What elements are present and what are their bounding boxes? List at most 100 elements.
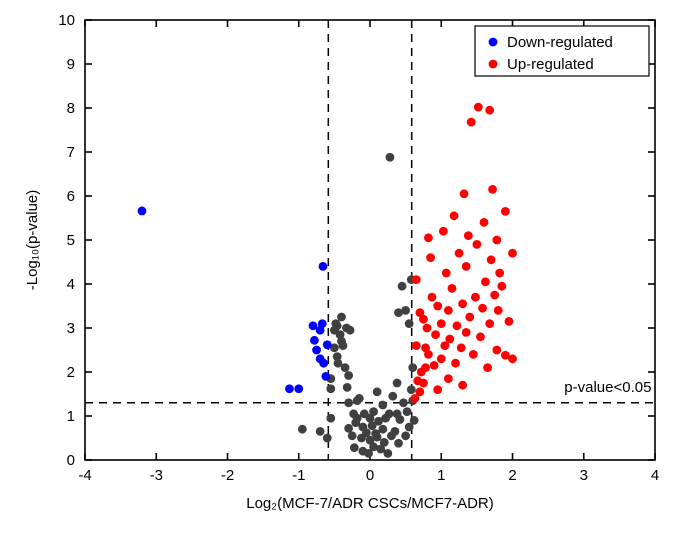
data-point: [321, 372, 330, 381]
data-point: [326, 414, 335, 423]
data-point: [337, 313, 346, 322]
data-point: [385, 409, 394, 418]
data-point: [378, 401, 387, 410]
legend-marker: [489, 38, 498, 47]
data-point: [444, 306, 453, 315]
data-point: [369, 407, 378, 416]
data-point: [393, 379, 402, 388]
data-point: [495, 269, 504, 278]
y-tick-label: 6: [67, 188, 75, 205]
data-point: [437, 354, 446, 363]
data-point: [348, 431, 357, 440]
data-point: [323, 434, 332, 443]
data-point: [464, 231, 473, 240]
data-point: [316, 427, 325, 436]
y-tick-label: 2: [67, 364, 75, 381]
data-point: [138, 207, 147, 216]
data-point: [480, 218, 489, 227]
data-point: [401, 306, 410, 315]
data-point: [492, 346, 501, 355]
data-point: [412, 275, 421, 284]
data-point: [462, 328, 471, 337]
data-point: [501, 207, 510, 216]
data-point: [310, 336, 319, 345]
data-point: [483, 363, 492, 372]
data-point: [497, 282, 506, 291]
data-point: [405, 319, 414, 328]
volcano-plot: -4-3-2-101234012345678910p-value<0.05Log…: [0, 0, 685, 533]
data-point: [294, 384, 303, 393]
y-tick-label: 4: [67, 276, 75, 293]
data-point: [319, 359, 328, 368]
data-point: [485, 106, 494, 115]
data-point: [388, 392, 397, 401]
x-tick-label: 3: [580, 467, 588, 484]
data-point: [339, 341, 348, 350]
y-axis-label: -Log₁₀(p-value): [24, 190, 41, 291]
data-point: [442, 269, 451, 278]
data-point: [410, 416, 419, 425]
chart-container: -4-3-2-101234012345678910p-value<0.05Log…: [0, 0, 685, 533]
data-point: [476, 332, 485, 341]
data-point: [485, 319, 494, 328]
data-point: [408, 363, 417, 372]
data-point: [412, 341, 421, 350]
data-point: [391, 427, 400, 436]
data-point: [423, 324, 432, 333]
data-point: [508, 354, 517, 363]
data-point: [407, 385, 416, 394]
data-point: [343, 383, 352, 392]
data-point: [380, 438, 389, 447]
data-point: [312, 346, 321, 355]
data-point: [487, 255, 496, 264]
data-point: [396, 415, 405, 424]
data-point: [355, 394, 364, 403]
data-point: [346, 326, 355, 335]
y-tick-label: 1: [67, 408, 75, 425]
data-point: [344, 424, 353, 433]
x-tick-label: 2: [508, 467, 516, 484]
data-point: [373, 387, 382, 396]
data-point: [362, 428, 371, 437]
x-tick-label: 4: [651, 467, 659, 484]
data-point: [431, 330, 440, 339]
legend-label: Up-regulated: [507, 56, 594, 73]
data-point: [474, 103, 483, 112]
data-point: [424, 350, 433, 359]
data-point: [344, 371, 353, 380]
data-point: [458, 299, 467, 308]
data-point: [433, 302, 442, 311]
data-point: [421, 363, 430, 372]
data-point: [453, 321, 462, 330]
data-point: [458, 381, 467, 390]
data-point: [398, 282, 407, 291]
data-point: [419, 315, 428, 324]
data-point: [505, 317, 514, 326]
data-point: [444, 374, 453, 383]
data-point: [394, 439, 403, 448]
data-point: [344, 398, 353, 407]
data-point: [428, 293, 437, 302]
data-point: [319, 262, 328, 271]
pvalue-annotation: p-value<0.05: [564, 379, 651, 396]
data-point: [415, 387, 424, 396]
data-point: [399, 398, 408, 407]
data-point: [451, 359, 460, 368]
data-point: [333, 321, 342, 330]
data-point: [455, 249, 464, 258]
data-point: [433, 385, 442, 394]
data-point: [403, 407, 412, 416]
x-tick-label: 1: [437, 467, 445, 484]
y-tick-label: 0: [67, 452, 75, 469]
data-point: [298, 425, 307, 434]
data-point: [460, 189, 469, 198]
data-point: [285, 384, 294, 393]
data-point: [478, 304, 487, 313]
data-point: [465, 313, 474, 322]
data-point: [481, 277, 490, 286]
data-point: [350, 443, 359, 452]
x-axis-label: Log₂(MCF-7/ADR CSCs/MCF7-ADR): [246, 495, 494, 512]
x-tick-label: -4: [78, 467, 91, 484]
data-point: [494, 306, 503, 315]
y-tick-label: 10: [58, 12, 75, 29]
